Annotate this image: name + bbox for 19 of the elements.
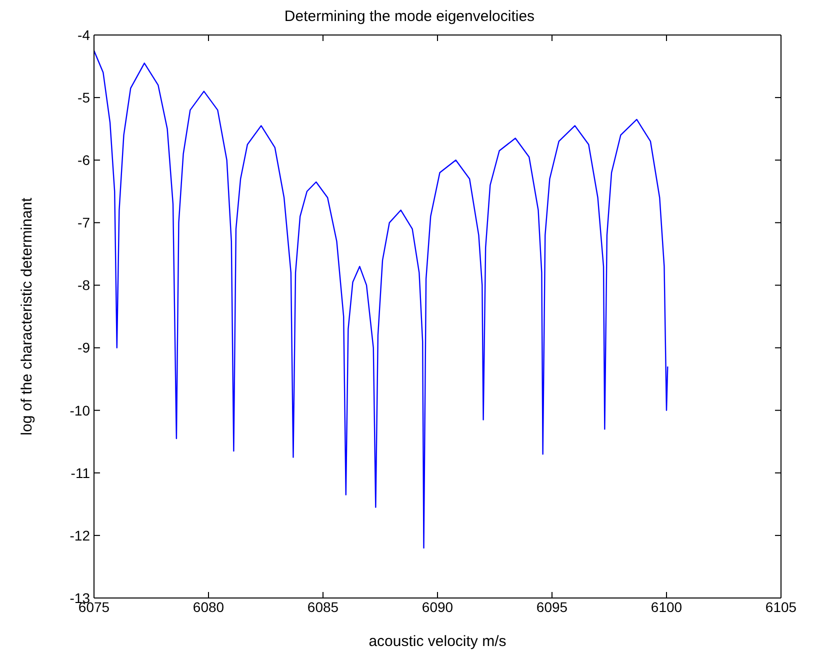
x-tick-label: 6095 [536, 598, 568, 615]
x-tick-label: 6080 [192, 598, 224, 615]
y-tick-label: -10 [70, 402, 90, 418]
x-tick-label: 6100 [650, 598, 682, 615]
y-tick-label: -9 [78, 340, 90, 356]
chart-title: Determining the mode eigenvelocities [283, 8, 536, 25]
line-series [94, 50, 668, 549]
y-axis-title: log of the characteristic determinant [18, 196, 36, 436]
x-tick-label: 6085 [307, 598, 339, 615]
y-tick-label: -7 [78, 214, 90, 231]
y-tick-label: -4 [78, 26, 90, 43]
y-tick-label: -12 [70, 527, 90, 544]
y-tick-label: -5 [78, 90, 90, 106]
y-tick-label: -11 [70, 464, 90, 481]
x-tick-label: 6090 [422, 598, 454, 615]
y-tick-label: -8 [78, 277, 90, 294]
x-axis-title: acoustic velocity m/s [368, 633, 506, 650]
x-tick-label: 6105 [765, 598, 797, 615]
y-tick-label: -6 [78, 152, 90, 168]
